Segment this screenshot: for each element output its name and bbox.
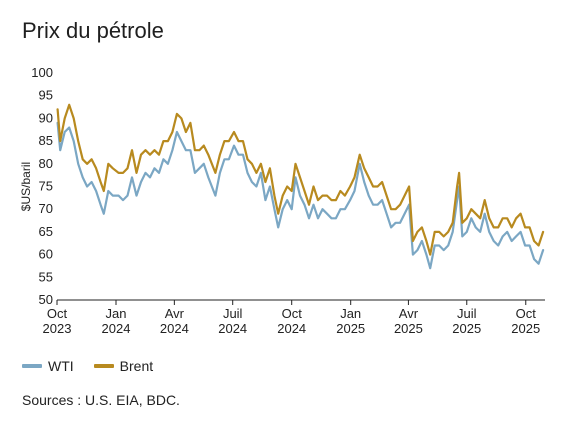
y-tick-label: 70 bbox=[39, 201, 53, 216]
y-tick-label: 85 bbox=[39, 133, 53, 148]
legend-label-brent: Brent bbox=[119, 358, 154, 374]
page-title: Prix du pétrole bbox=[22, 18, 164, 43]
legend-swatch-brent bbox=[93, 364, 114, 368]
series-line-wti bbox=[56, 121, 545, 270]
x-axis: Oct2023Jan2024Avr2024Juil2024Oct2024Jan2… bbox=[43, 299, 545, 336]
legend-label-wti: WTI bbox=[48, 358, 74, 374]
x-tick-label-year: 2024 bbox=[277, 321, 306, 336]
x-tick-label-year: 2024 bbox=[102, 321, 131, 336]
series-layer bbox=[56, 103, 545, 270]
y-axis: 50 55 60 65 70 75 80 85 90 95 100 bbox=[31, 65, 53, 307]
legend-item-brent: Brent bbox=[93, 358, 154, 374]
source-note: Sources : U.S. EIA, BDC. bbox=[22, 392, 180, 408]
x-tick-label-year: 2024 bbox=[218, 321, 247, 336]
y-tick-label: 55 bbox=[39, 269, 53, 284]
y-tick-label: 80 bbox=[39, 156, 53, 171]
y-tick-label: 60 bbox=[39, 247, 53, 262]
x-tick-label-year: 2025 bbox=[336, 321, 365, 336]
y-tick-label: 95 bbox=[39, 88, 53, 103]
x-tick-label: Juil bbox=[223, 306, 243, 321]
x-tick-label: Jan bbox=[340, 306, 361, 321]
series-line-brent bbox=[56, 103, 545, 256]
x-tick-label-year: 2025 bbox=[394, 321, 423, 336]
x-tick-label: Avr bbox=[399, 306, 419, 321]
x-tick-label: Jan bbox=[106, 306, 127, 321]
x-tick-label: Oct bbox=[282, 306, 303, 321]
x-tick-label: Avr bbox=[165, 306, 185, 321]
x-tick-label-year: 2025 bbox=[511, 321, 540, 336]
legend-item-wti: WTI bbox=[22, 358, 74, 374]
x-tick-label: Oct bbox=[516, 306, 537, 321]
chart-legend: WTI Brent bbox=[22, 358, 173, 374]
x-tick-label: Juil bbox=[457, 306, 477, 321]
x-tick-label-year: 2024 bbox=[160, 321, 189, 336]
y-tick-label: 100 bbox=[31, 65, 53, 80]
x-tick-label: Oct bbox=[47, 306, 68, 321]
y-tick-label: 75 bbox=[39, 179, 53, 194]
y-axis-label: $US/baril bbox=[19, 162, 33, 211]
y-tick-label: 65 bbox=[39, 224, 53, 239]
y-tick-label: 90 bbox=[39, 110, 53, 125]
legend-swatch-wti bbox=[22, 364, 42, 368]
x-tick-label-year: 2023 bbox=[43, 321, 72, 336]
x-tick-label-year: 2025 bbox=[452, 321, 481, 336]
y-tick-label: 50 bbox=[39, 292, 53, 307]
